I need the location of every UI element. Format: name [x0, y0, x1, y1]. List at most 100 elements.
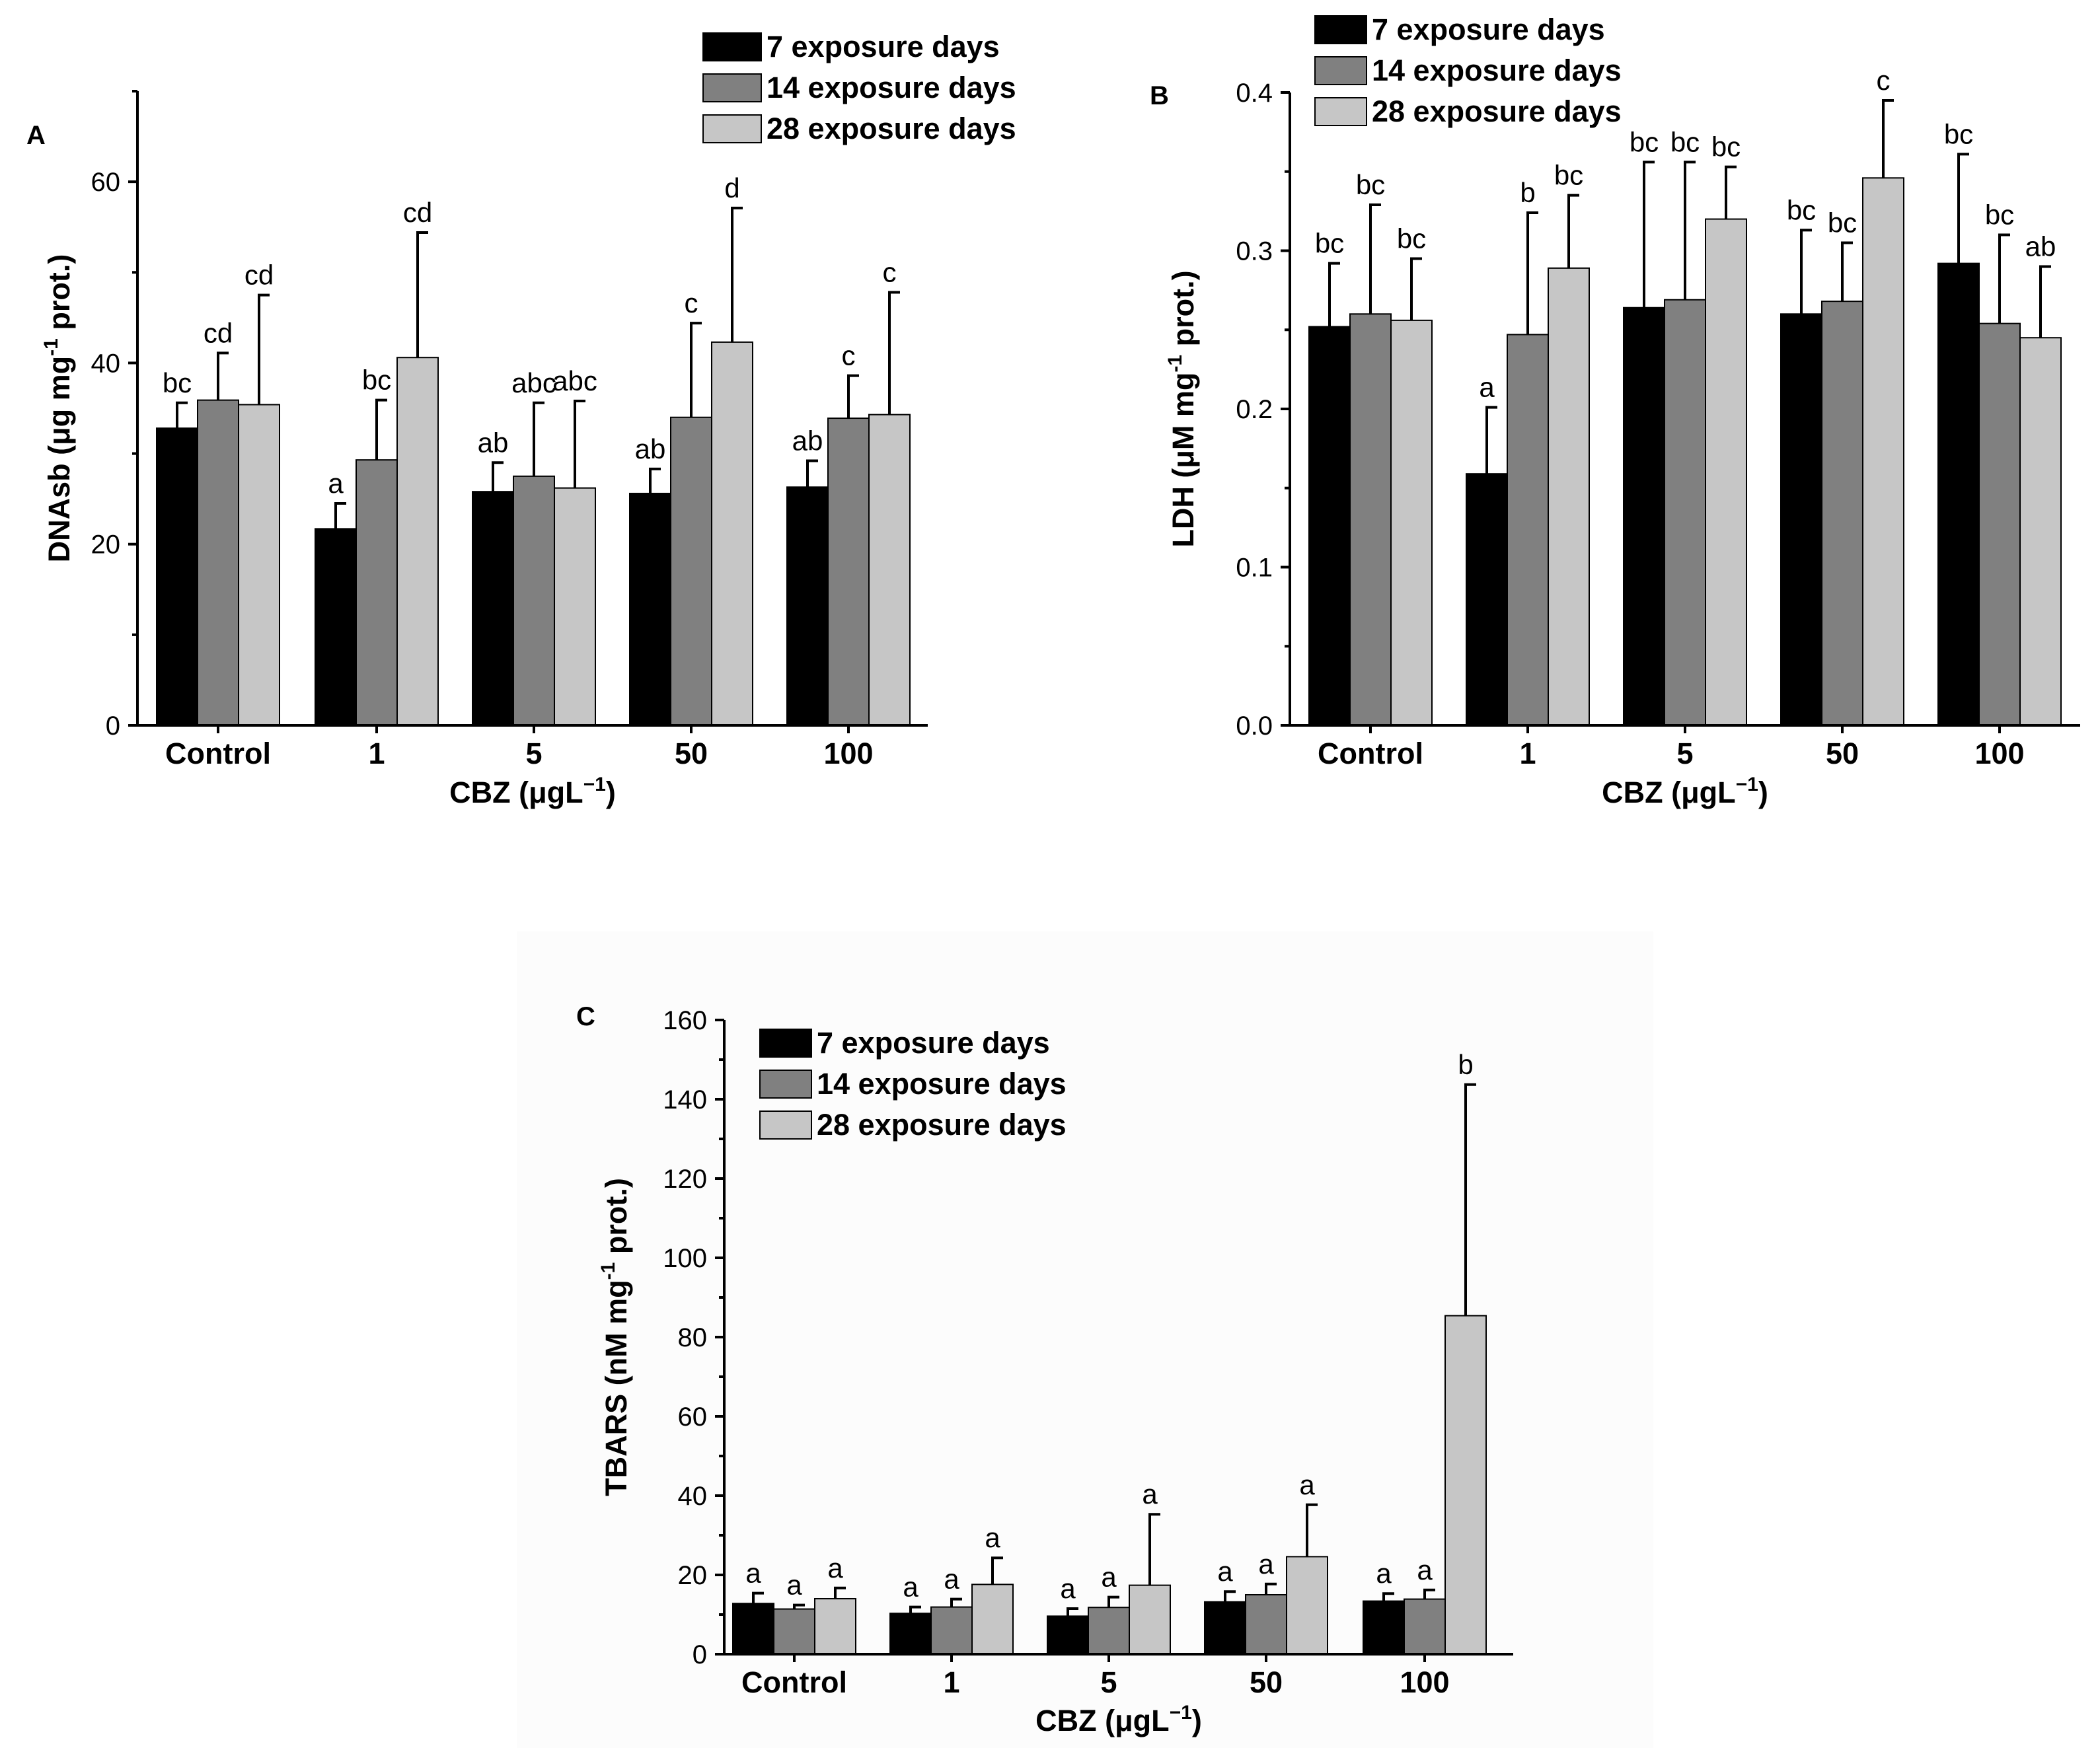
panel-b-x-axis-title-main: CBZ (μgL	[1602, 776, 1735, 809]
panel-b-y-tick-label: 0.4	[1236, 79, 1273, 108]
panel-c-bar-14-exposure-days-5	[1088, 1607, 1130, 1655]
panel-b-x-axis-title-end: )	[1758, 776, 1768, 809]
panel-b-significance-letter: bc	[1315, 228, 1344, 259]
panel-b-bar-28-exposure-days-5	[1705, 218, 1747, 727]
panel-c-bar-14-exposure-days-50	[1245, 1594, 1287, 1655]
panel-c-x-category-label: Control	[741, 1665, 847, 1699]
panel-c-significance-letter: a	[944, 1564, 959, 1595]
panel-b-x-axis-title: CBZ (μgL−1)	[1602, 774, 1768, 809]
panel-b-y-axis-title: LDH (μM mg-1 prot.)	[1164, 270, 1200, 547]
panel-b-bar-7-exposure-days-5	[1623, 307, 1665, 727]
panel-c-bar-7-exposure-days-1	[889, 1613, 932, 1655]
panel-c-legend-label-7-exposure-days: 7 exposure days	[817, 1026, 1050, 1060]
panel-c-bar-7-exposure-days-5	[1047, 1615, 1089, 1655]
panel-c-significance-letter: a	[1142, 1478, 1158, 1510]
panel-c-bar-7-exposure-days-control	[732, 1603, 774, 1655]
panel-a-bar-28-exposure-days-50	[711, 341, 753, 726]
panel-c-bar-7-exposure-days-50	[1204, 1601, 1246, 1656]
panel-c-significance-letter: a	[1299, 1469, 1315, 1500]
panel-b-significance-letter: bc	[1554, 160, 1583, 191]
panel-c-y-tick-label: 0	[693, 1640, 707, 1669]
panel-b-significance-letter: b	[1520, 177, 1535, 208]
panel-c-legend-swatch-28-exposure-days	[759, 1111, 812, 1140]
panel-a-significance-letter: abc	[552, 365, 597, 396]
panel-b-significance-letter: bc	[1711, 131, 1741, 163]
panel-c-x-category-label: 100	[1400, 1665, 1449, 1699]
panel-b-y-tick-label: 0.0	[1236, 711, 1273, 741]
panel-c-legend-label-28-exposure-days: 28 exposure days	[817, 1108, 1067, 1142]
panel-b-x-category-label: 5	[1676, 737, 1693, 770]
panel-a-bar-7-exposure-days-1	[315, 528, 357, 727]
panel-a-bar-14-exposure-days-100	[827, 418, 870, 726]
panel-a-x-category-label: 50	[675, 737, 708, 770]
panel-c-y-axis-title-superscript: -1	[597, 1262, 619, 1280]
panel-b-bar-28-exposure-days-100	[2019, 337, 2062, 727]
panel-b-y-tick-label: 0.2	[1236, 395, 1273, 424]
panel-c-bar-28-exposure-days-100	[1444, 1315, 1487, 1655]
panel-a-significance-letter: c	[842, 340, 856, 371]
panel-b-y-tick-label: 0.3	[1236, 237, 1273, 266]
panel-b-x-axis-title-superscript: −1	[1736, 774, 1758, 795]
panel-a-bar-28-exposure-days-1	[396, 357, 439, 726]
panel-c-legend-swatch-14-exposure-days	[759, 1070, 812, 1099]
panel-b-bar-14-exposure-days-100	[1978, 322, 2021, 727]
panel-b-bar-14-exposure-days-50	[1821, 301, 1863, 726]
panel-a-x-category-label: 100	[823, 737, 873, 770]
panel-c-x-axis-title-end: )	[1192, 1704, 1202, 1737]
panel-a-significance-letter: abc	[511, 367, 556, 398]
panel-a-legend-swatch-7-exposure-days	[702, 32, 762, 61]
panel-b-x-category-label: 1	[1519, 737, 1536, 770]
panel-b-significance-letter: bc	[1828, 207, 1857, 238]
panel-b-x-category-label: 100	[1974, 737, 2024, 770]
panel-a-significance-letter: a	[328, 468, 344, 499]
panel-c-x-axis-title-superscript: −1	[1170, 1702, 1192, 1724]
panel-a-significance-letter: ab	[478, 427, 509, 458]
panel-c-significance-letter: a	[1376, 1558, 1392, 1589]
panel-a-significance-letter: d	[724, 172, 739, 203]
panel-b-bar-7-exposure-days-100	[1937, 262, 1980, 727]
panel-a-bar-28-exposure-days-5	[554, 487, 596, 727]
panel-c-y-axis-title: TBARS (nM mg-1 prot.)	[597, 1178, 633, 1496]
panel-a-bar-28-exposure-days-control	[238, 404, 280, 726]
panel-c-significance-letter: a	[745, 1558, 761, 1589]
panel-a-y-tick-label: 0	[106, 711, 120, 741]
panel-a-significance-letter: ab	[635, 433, 666, 464]
panel-b-bar-14-exposure-days-1	[1507, 334, 1549, 726]
panel-a-legend-label-28-exposure-days: 28 exposure days	[767, 112, 1016, 145]
panel-c-significance-letter: a	[827, 1552, 843, 1584]
panel-c-bar-28-exposure-days-control	[814, 1598, 856, 1655]
panel-c-bar-28-exposure-days-50	[1286, 1556, 1328, 1655]
panel-b-y-axis-title-main: LDH (μM mg	[1166, 373, 1200, 548]
panel-c-bar-28-exposure-days-5	[1129, 1584, 1171, 1656]
panel-a-y-axis-title-end: prot.)	[42, 254, 76, 338]
panel-a-legend-swatch-28-exposure-days	[702, 114, 762, 143]
panel-c-x-axis-title: CBZ (μgL−1)	[1035, 1702, 1202, 1737]
panel-b-legend-swatch-7-exposure-days	[1314, 15, 1367, 44]
panel-a-bar-14-exposure-days-control	[197, 399, 239, 727]
panel-a-significance-letter: cd	[204, 317, 233, 348]
panel-a-x-category-label: Control	[165, 737, 271, 770]
panel-a-significance-letter: ab	[792, 425, 823, 456]
panel-c-legend-label-14-exposure-days: 14 exposure days	[817, 1067, 1067, 1101]
panel-c-significance-letter: a	[1217, 1556, 1233, 1587]
panel-a-legend-label-7-exposure-days: 7 exposure days	[767, 30, 1000, 63]
panel-a-x-category-label: 5	[525, 737, 542, 770]
panel-a-significance-letter: c	[685, 287, 698, 318]
panel-b-bar-14-exposure-days-control	[1349, 313, 1392, 726]
panel-c-y-tick-label: 140	[663, 1085, 707, 1114]
panel-b-significance-letter: ab	[2025, 231, 2056, 262]
panel-a-y-tick-label: 20	[91, 530, 121, 560]
panel-a-bar-14-exposure-days-1	[356, 459, 398, 727]
panel-c-significance-letter: a	[1101, 1562, 1117, 1593]
panel-a-y-tick-label: 40	[91, 349, 121, 378]
panel-a-y-axis-title: DNAsb (μg mg-1 prot.)	[40, 254, 76, 563]
panel-c-letter: C	[576, 1002, 595, 1031]
panel-b-significance-letter: bc	[1985, 200, 2014, 231]
panel-c-significance-letter: a	[985, 1522, 1000, 1553]
panel-a-y-axis-title-superscript: -1	[40, 338, 62, 356]
panel-a-significance-letter: cd	[244, 260, 274, 291]
panel-c-y-tick-label: 120	[663, 1165, 707, 1194]
